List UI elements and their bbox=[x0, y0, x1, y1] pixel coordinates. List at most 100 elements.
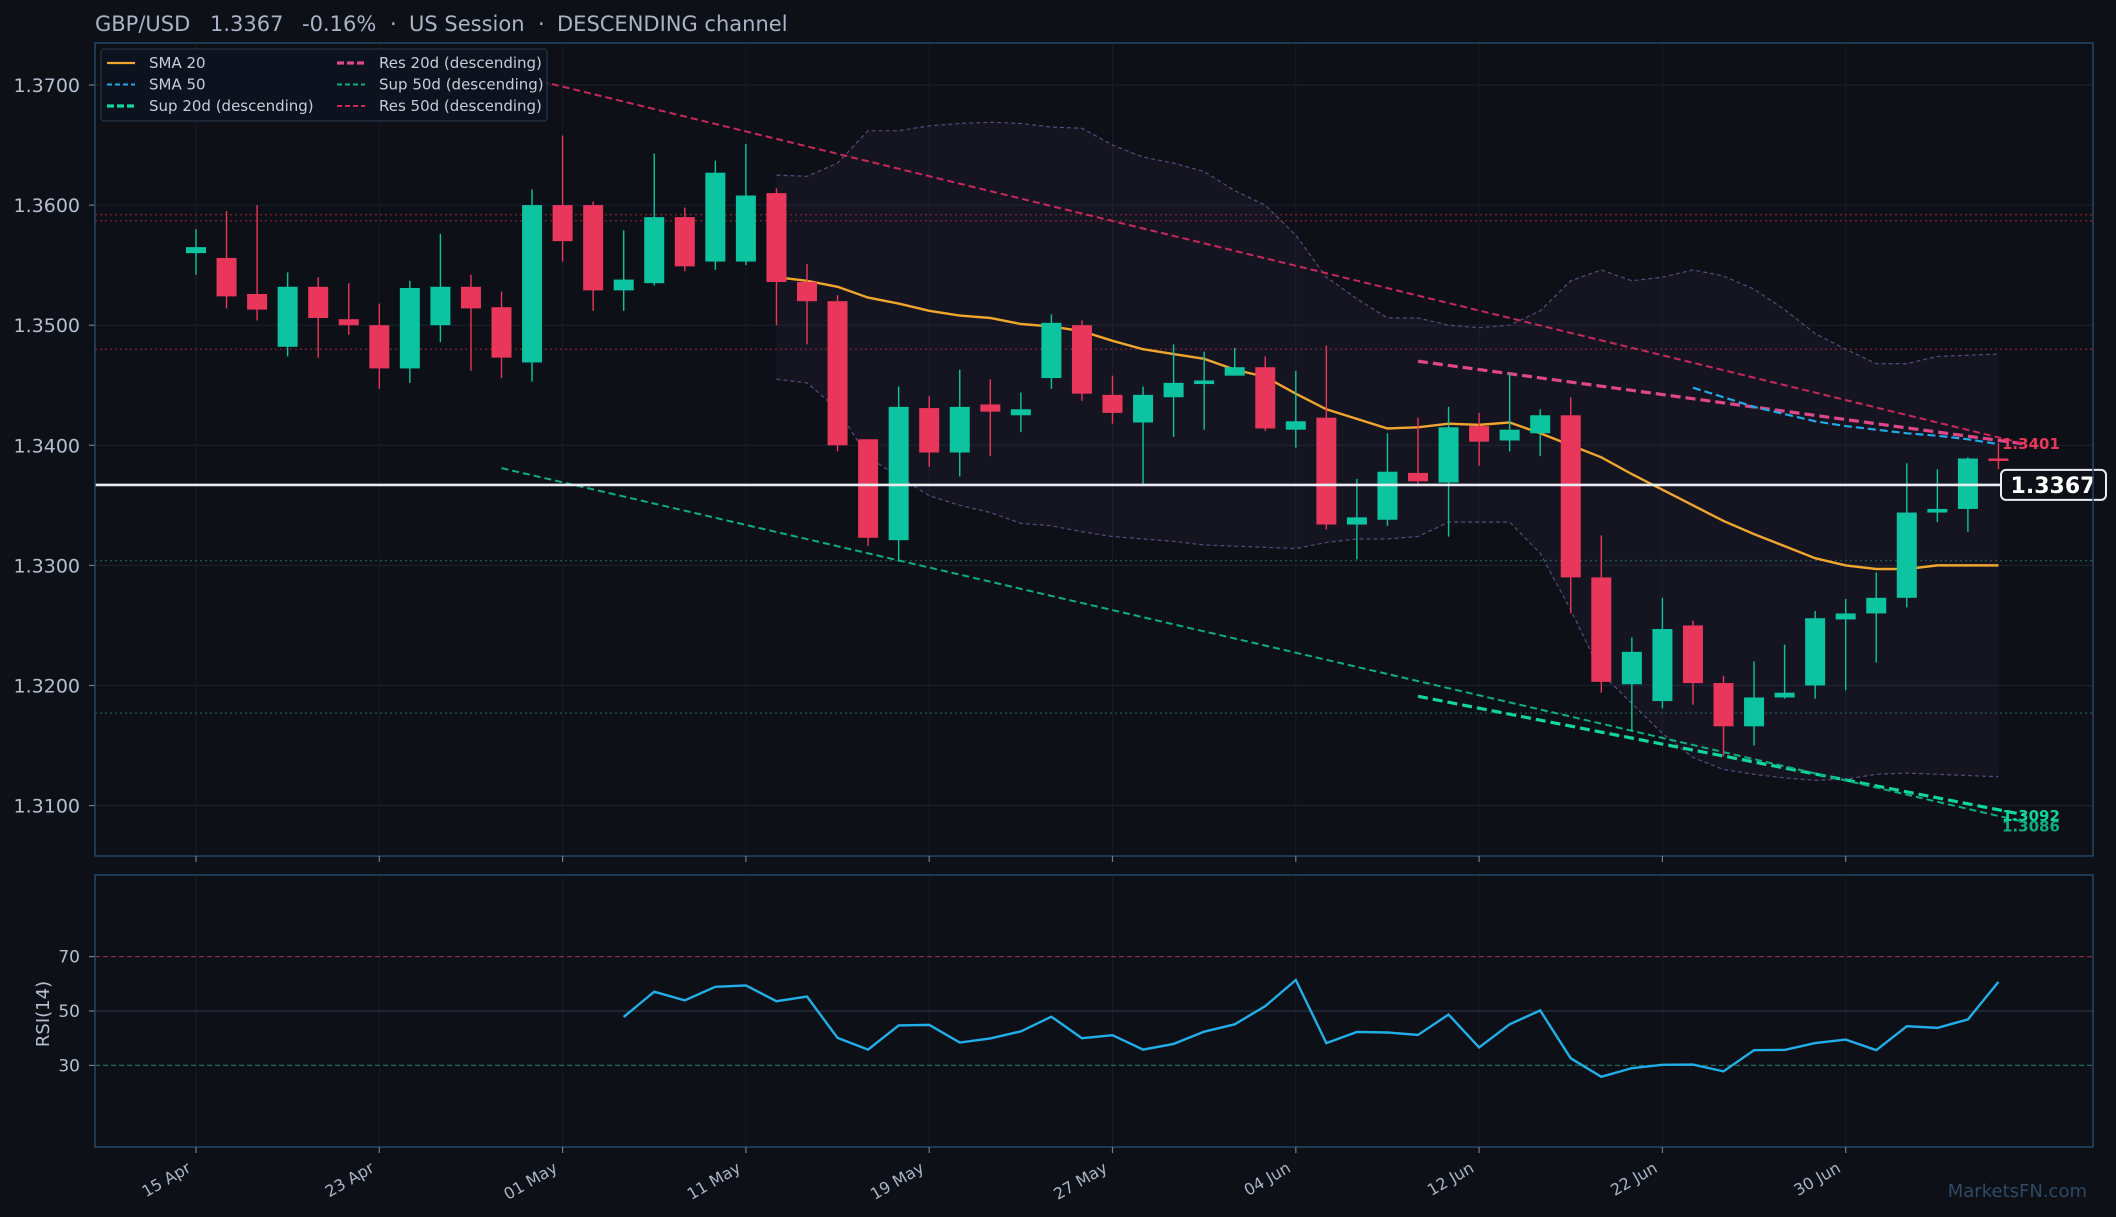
candle-bullish bbox=[1224, 348, 1245, 376]
header-channel: DESCENDING channel bbox=[557, 12, 788, 36]
candle-body bbox=[583, 205, 604, 291]
candle-bearish bbox=[1071, 320, 1092, 401]
candle-bearish bbox=[919, 396, 940, 467]
candle-bullish bbox=[1805, 611, 1826, 699]
level-label: 1.3401 bbox=[2002, 435, 2060, 453]
rsi-tick-label: 70 bbox=[58, 948, 80, 968]
candle-body bbox=[1346, 517, 1367, 525]
rsi-axis: 30 50 70 bbox=[58, 948, 95, 1076]
candle-bearish bbox=[1255, 356, 1276, 431]
candle-body bbox=[888, 406, 909, 541]
trendline-res-20d-descending bbox=[1417, 359, 2027, 446]
trendline-res-50d-descending bbox=[540, 80, 2027, 446]
candle-body bbox=[1010, 409, 1031, 416]
candle-body bbox=[277, 286, 298, 347]
candle-body bbox=[460, 286, 481, 309]
price-panel-frame bbox=[94, 42, 2094, 857]
candle-body bbox=[247, 293, 268, 310]
header-change: -0.16% bbox=[302, 12, 376, 36]
last-price-label: 1.3367 bbox=[2011, 474, 2096, 499]
candle-bearish bbox=[369, 303, 390, 389]
candle-body bbox=[430, 286, 451, 326]
candle-body bbox=[1927, 508, 1948, 513]
candle-bearish bbox=[308, 277, 329, 358]
candle-body bbox=[216, 257, 237, 297]
candle-body bbox=[1805, 618, 1826, 686]
candle-bullish bbox=[1652, 597, 1673, 709]
candle-body bbox=[399, 287, 420, 369]
candle-bullish bbox=[735, 143, 756, 266]
legend: SMA 20 Res 20d (descending) SMA 50 Sup 50d … bbox=[100, 48, 548, 122]
candle-bullish bbox=[949, 369, 970, 477]
candle-bullish bbox=[522, 189, 543, 382]
candle-bearish bbox=[216, 211, 237, 309]
candle-bearish bbox=[1469, 412, 1490, 466]
candle-body bbox=[1438, 427, 1459, 483]
candle-bullish bbox=[644, 153, 665, 286]
rsi-panel: 30 50 70 RSI(14) bbox=[33, 874, 2094, 1148]
bollinger-lower-band bbox=[776, 378, 1999, 781]
last-price-badge bbox=[2000, 468, 2107, 501]
candle-body bbox=[1469, 426, 1490, 442]
candle-body bbox=[1774, 692, 1795, 698]
header-separator: · bbox=[538, 12, 545, 36]
price-tick-label: 1.3100 bbox=[14, 796, 80, 818]
candle-body bbox=[369, 325, 390, 369]
candle-bearish bbox=[1408, 417, 1428, 487]
candle-body bbox=[1408, 472, 1428, 482]
candle-body bbox=[1285, 421, 1306, 430]
candle-bearish bbox=[491, 291, 512, 379]
legend-label: Sup 50d (descending) bbox=[379, 76, 544, 94]
price-tick-label: 1.3400 bbox=[14, 435, 80, 457]
candle-bullish bbox=[613, 230, 634, 311]
candle-body bbox=[338, 319, 359, 326]
rsi-tick-label: 30 bbox=[58, 1056, 80, 1076]
header-pair: GBP/USD bbox=[95, 12, 190, 36]
candle-bullish bbox=[430, 233, 451, 343]
candle-body bbox=[644, 217, 665, 284]
rsi-level-lines bbox=[95, 955, 2093, 1067]
candle-body bbox=[919, 408, 940, 453]
price-tick-label: 1.3500 bbox=[14, 315, 80, 337]
candle-body bbox=[858, 439, 879, 538]
candle-body bbox=[1896, 512, 1917, 598]
legend-label: SMA 50 bbox=[149, 76, 206, 94]
candle-body bbox=[1866, 597, 1887, 614]
rsi-tick-label: 50 bbox=[58, 1002, 80, 1022]
rsi-line bbox=[622, 978, 2000, 1079]
candle-body bbox=[1682, 625, 1703, 684]
candle-body bbox=[491, 307, 512, 358]
candle-bullish bbox=[1621, 637, 1642, 732]
candle-body bbox=[827, 301, 848, 446]
channel-trendlines bbox=[501, 80, 2027, 824]
last-price-line: 1.3367 bbox=[95, 468, 2107, 501]
legend-box bbox=[100, 48, 548, 122]
header-separator: · bbox=[390, 12, 397, 36]
candle-bearish bbox=[1988, 442, 2009, 470]
sma-20-line bbox=[776, 275, 1999, 571]
candle-body bbox=[949, 406, 970, 453]
candle-bullish bbox=[888, 386, 909, 562]
candle-body bbox=[1194, 380, 1215, 385]
candle-body bbox=[735, 195, 756, 262]
candle-body bbox=[1163, 382, 1184, 398]
candle-body bbox=[1041, 322, 1062, 379]
candle-body bbox=[1530, 415, 1551, 434]
candle-bullish bbox=[1927, 469, 1948, 523]
candle-body bbox=[308, 286, 329, 319]
candle-bullish bbox=[1499, 373, 1520, 452]
candle-body bbox=[1621, 651, 1642, 685]
bollinger-upper-band bbox=[776, 121, 1999, 365]
price-axis: 1.3100 1.3200 1.3300 1.3400 1.3500 1.3600 1.37… bbox=[14, 75, 95, 818]
candle-body bbox=[1377, 471, 1398, 520]
candle-bearish bbox=[247, 205, 268, 321]
level-label: 1.3086 bbox=[2002, 817, 2060, 835]
watermark: MarketsFN.com bbox=[1948, 1181, 2087, 1202]
candle-bearish bbox=[583, 201, 604, 311]
trendline-sup-50d-descending bbox=[501, 467, 2027, 824]
candle-bullish bbox=[1438, 406, 1459, 537]
candle-bullish bbox=[1133, 386, 1154, 484]
candle-bullish bbox=[1835, 599, 1856, 691]
candle-bearish bbox=[827, 295, 848, 452]
